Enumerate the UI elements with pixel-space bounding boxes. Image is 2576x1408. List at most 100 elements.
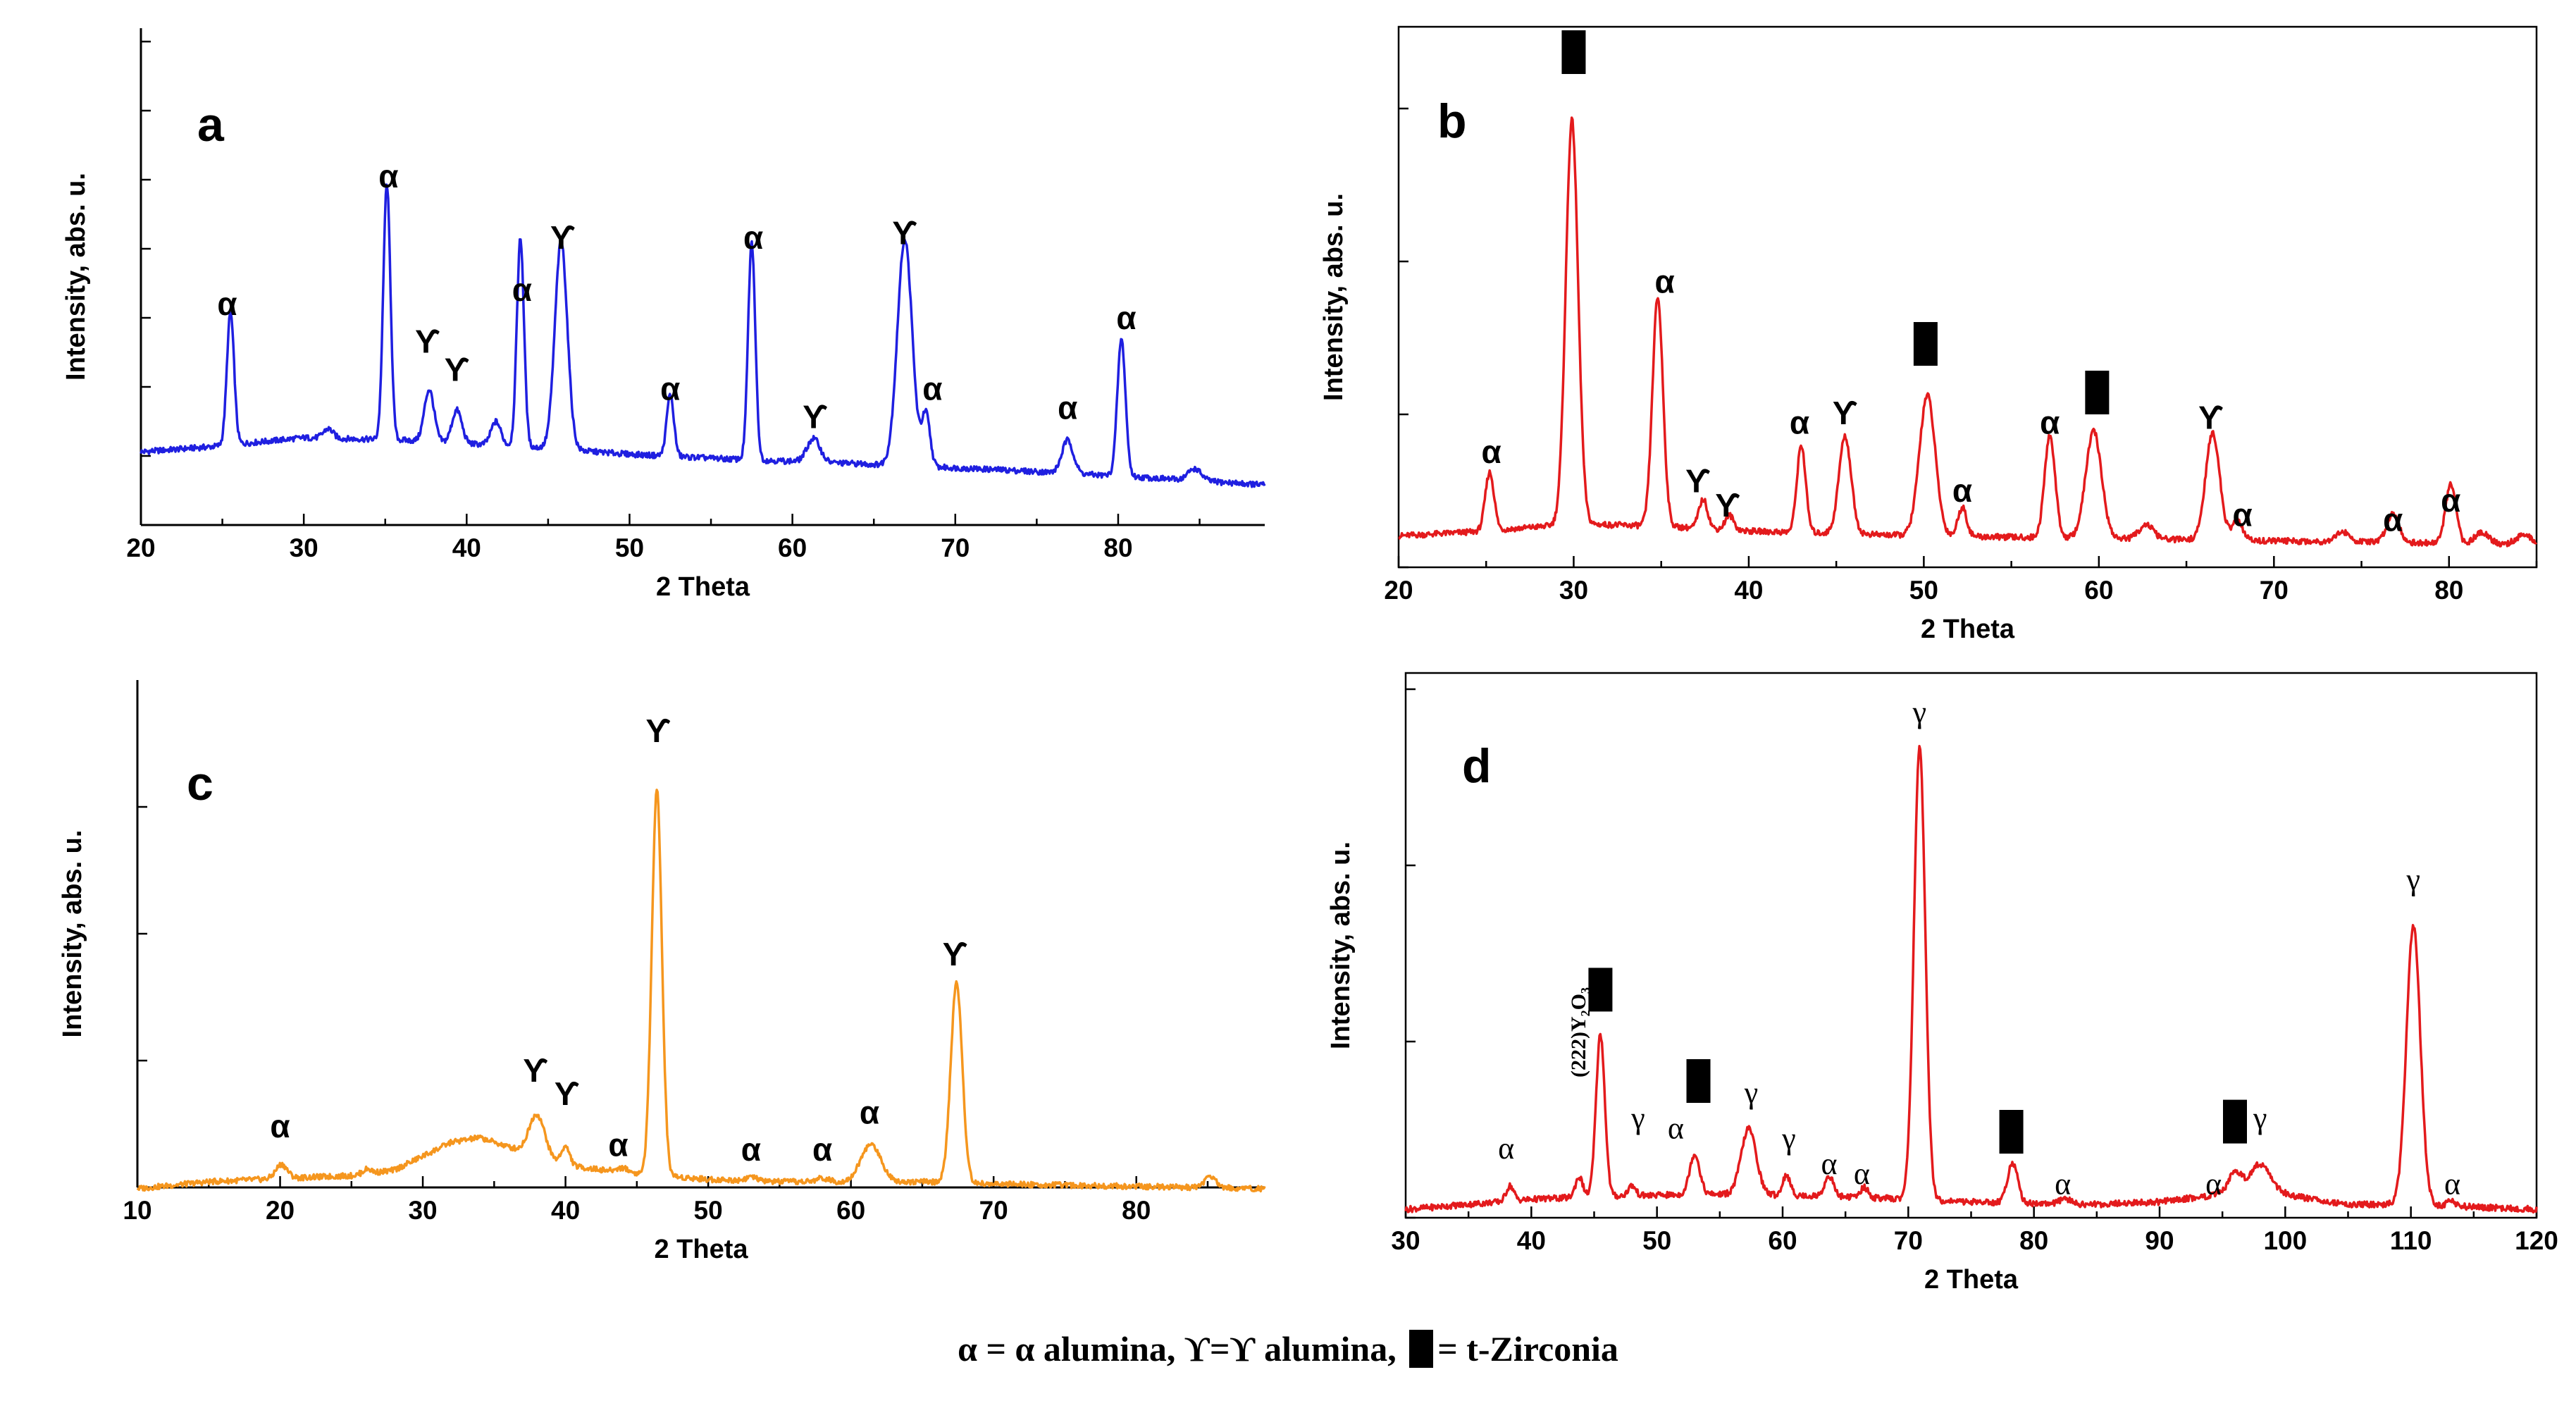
alpha-peak-label: α: [217, 285, 237, 322]
x-tick-label: 50: [694, 1196, 723, 1225]
alpha-peak-label: α: [2055, 1167, 2071, 1202]
gamma-peak-label: γ: [2406, 863, 2420, 897]
xrd-panel-d: 30 40 50 60 70 80 90 100 110 120 2 Theta Intensity,…: [1326, 672, 2558, 1295]
x-tick-label: 40: [551, 1196, 580, 1225]
zirconia-peak-marker: [2085, 371, 2110, 414]
gamma-peak-label: ϒ: [550, 219, 575, 256]
x-tick-label: 50: [1642, 1226, 1671, 1255]
zirconia-peak-marker: [1913, 322, 1938, 366]
alpha-peak-label: α: [1821, 1147, 1837, 1181]
x-tick-label: 60: [836, 1196, 865, 1225]
xrd-panel-b: 20 30 40 50 60 70 80 2 Theta Intensity, abs. u. b…: [1319, 25, 2538, 644]
x-tick-label: 70: [2260, 576, 2289, 605]
x-tick-label: 50: [1909, 576, 1938, 605]
gamma-peak-label: ϒ: [415, 323, 440, 360]
gamma-peak-label: γ: [1630, 1101, 1645, 1135]
alpha-peak-label: α: [743, 219, 763, 256]
x-tick-label: 50: [615, 533, 644, 562]
xrd-panel-c: 10 20 30 40 50 60 70 80 2 Theta Intensity, abs. u…: [58, 680, 1266, 1264]
x-tick-label: 20: [1384, 576, 1413, 605]
alpha-peak-label: α: [1058, 389, 1077, 426]
x-tick-label: 40: [1517, 1226, 1546, 1255]
alpha-peak-label: α: [512, 271, 532, 308]
x-tick-label: 20: [126, 533, 155, 562]
alpha-peak-label: α: [2232, 497, 2252, 533]
x-tick-label: 30: [1559, 576, 1588, 605]
alpha-peak-label: α: [812, 1131, 832, 1168]
gamma-peak-label: ϒ: [1715, 487, 1740, 524]
y-axis-title: Intensity, abs. u.: [1319, 193, 1349, 401]
alpha-peak-label: α: [608, 1127, 628, 1163]
gamma-peak-label: ϒ: [646, 712, 671, 749]
gamma-peak-label: γ: [2253, 1101, 2267, 1135]
x-axis-title: 2 Theta: [654, 1235, 748, 1264]
x-tick-label: 110: [2390, 1226, 2432, 1255]
x-tick-label: 80: [1103, 533, 1132, 562]
alpha-peak-label: α: [1668, 1111, 1684, 1145]
gamma-peak-label: ϒ: [1833, 395, 1857, 431]
gamma-peak-label: ϒ: [2198, 400, 2223, 436]
x-tick-label: 70: [941, 533, 970, 562]
x-axis-title: 2 Theta: [1924, 1265, 2019, 1295]
panel-letter: b: [1437, 94, 1467, 148]
gamma-peak-label: ϒ: [555, 1075, 579, 1112]
zirconia-peak-marker: [2223, 1099, 2247, 1144]
x-tick-label: 80: [2434, 576, 2463, 605]
x-tick-label: 80: [2019, 1226, 2048, 1255]
legend-gamma-text: ϒ=ϒ alumina,: [1184, 1329, 1397, 1369]
gamma-peak-label: γ: [1781, 1121, 1795, 1156]
x-tick-label: 10: [123, 1196, 151, 1225]
xrd-panel-a: 20 30 40 50 60 70 80 2 Theta Intensity, abs. u. a…: [61, 28, 1266, 602]
x-tick-label: 100: [2263, 1226, 2307, 1255]
x-tick-label: 20: [266, 1196, 295, 1225]
alpha-peak-label: α: [922, 371, 942, 407]
alpha-peak-label: α: [1790, 405, 1809, 441]
panel-letter: c: [187, 757, 213, 810]
xrd-pattern-line: [1398, 116, 2538, 548]
zirconia-peak-marker: [1686, 1059, 1711, 1103]
legend-alpha-text: α = α alumina,: [958, 1329, 1176, 1369]
panel-letter: a: [197, 98, 225, 152]
x-tick-label: 80: [1122, 1196, 1151, 1225]
x-tick-label: 60: [1768, 1226, 1797, 1255]
alpha-peak-label: α: [2383, 502, 2403, 538]
alpha-peak-label: α: [1498, 1131, 1514, 1166]
gamma-peak-label: γ: [1912, 695, 1926, 729]
alpha-peak-label: α: [660, 371, 680, 407]
alpha-peak-label: α: [2040, 405, 2060, 441]
x-axis-title: 2 Theta: [1921, 615, 2015, 644]
x-tick-label: 30: [290, 533, 318, 562]
gamma-peak-label: ϒ: [523, 1052, 547, 1089]
plot-frame: [1397, 25, 2538, 569]
alpha-peak-label: α: [270, 1108, 290, 1144]
alpha-peak-label: α: [2205, 1167, 2222, 1202]
zirconia-peak-marker: [1999, 1110, 2024, 1154]
alpha-peak-label: α: [2444, 1167, 2460, 1202]
zirconia-peak-marker: [1588, 968, 1613, 1012]
plot-frame: [1404, 672, 2538, 1219]
xrd-pattern-line: [136, 789, 1266, 1193]
y2o3-peak-label: (222)Y₂O₃: [1567, 987, 1590, 1077]
x-tick-label: 60: [2084, 576, 2113, 605]
y-axis-title: Intensity, abs. u.: [58, 830, 87, 1038]
alpha-peak-label: α: [378, 158, 398, 194]
x-tick-label: 30: [408, 1196, 437, 1225]
gamma-peak-label: ϒ: [892, 214, 917, 251]
xrd-pattern-line: [1404, 745, 2538, 1214]
zirconia-square-icon: [1409, 1330, 1434, 1368]
alpha-peak-label: α: [1952, 472, 1972, 509]
x-tick-label: 60: [778, 533, 807, 562]
alpha-peak-label: α: [1655, 264, 1675, 300]
x-tick-label: 70: [1894, 1226, 1923, 1255]
x-tick-label: 30: [1391, 1226, 1420, 1255]
gamma-peak-label: γ: [1744, 1075, 1758, 1110]
gamma-peak-label: ϒ: [943, 936, 967, 972]
y-axis-title: Intensity, abs. u.: [1326, 841, 1356, 1049]
legend-zirconia-text: = t-Zirconia: [1437, 1329, 1618, 1369]
figure-legend: α = α alumina, ϒ=ϒ alumina, = t-Zirconia: [0, 1328, 2576, 1369]
alpha-peak-label: α: [860, 1094, 879, 1130]
xrd-pattern-line: [140, 183, 1266, 488]
alpha-peak-label: α: [1482, 433, 1501, 470]
x-axis-title: 2 Theta: [656, 572, 750, 602]
